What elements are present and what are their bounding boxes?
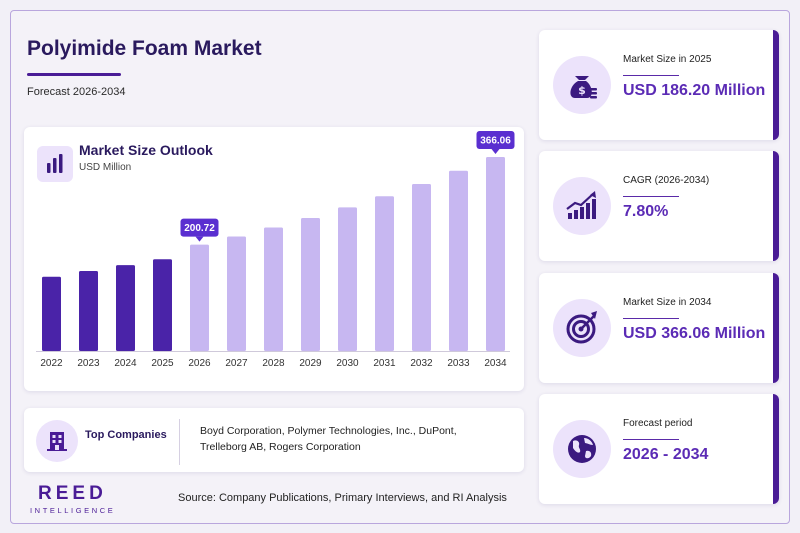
callout-2026: 200.72 <box>180 218 219 242</box>
x-tick-label: 2026 <box>188 358 211 369</box>
logo-wordmark: REED <box>38 483 107 504</box>
bar-2031 <box>375 196 394 351</box>
top-companies-list: Boyd Corporation, Polymer Technologies, … <box>200 425 457 453</box>
kpi-rule <box>623 439 679 440</box>
kpi-value: 2026 - 2034 <box>623 446 709 463</box>
target-icon <box>553 299 611 357</box>
bar-2023 <box>79 270 98 351</box>
chart-title: Market Size Outlook <box>79 142 213 158</box>
kpi-cagr: CAGR (2026-2034) 7.80% <box>539 151 779 261</box>
x-tick-label: 2028 <box>262 358 285 369</box>
kpi-market-size-2025: $ Market Size in 2025 USD 186.20 Million <box>539 30 779 140</box>
bar-2026 <box>190 244 209 351</box>
companies-divider <box>179 419 180 465</box>
x-tick-label: 2025 <box>151 358 174 369</box>
growth-chart-icon <box>553 177 611 235</box>
x-tick-label: 2024 <box>114 358 137 369</box>
x-tick-label: 2029 <box>299 358 322 369</box>
kpi-rule <box>623 196 679 197</box>
kpi-label: Market Size in 2034 <box>623 297 712 308</box>
top-companies-label: Top Companies <box>85 429 167 441</box>
kpi-label: Forecast period <box>623 418 693 429</box>
x-tick-label: 2032 <box>410 358 433 369</box>
x-tick-label: 2031 <box>373 358 396 369</box>
bar-2029 <box>301 217 320 351</box>
kpi-forecast-period: Forecast period 2026 - 2034 <box>539 394 779 504</box>
globe-icon <box>553 420 611 478</box>
kpi-rule <box>623 318 679 319</box>
bar-chart: 2022 2023 2024 2025 2026 2027 2028 2029 2030 2031… <box>36 130 515 369</box>
x-tick-label: 2023 <box>77 358 100 369</box>
data-label: 366.06 <box>480 135 511 146</box>
data-label: 200.72 <box>184 223 215 234</box>
x-tick-label: 2030 <box>336 358 359 369</box>
bar-2022 <box>42 276 61 351</box>
bar-2033 <box>449 170 468 351</box>
page-subtitle: Forecast 2026-2034 <box>27 86 126 98</box>
callout-2034: 366.06 <box>476 130 515 154</box>
kpi-market-size-2034: Market Size in 2034 USD 366.06 Million <box>539 273 779 383</box>
bar-2032 <box>412 184 431 351</box>
kpi-label: CAGR (2026-2034) <box>623 175 710 186</box>
x-tick-label: 2022 <box>40 358 63 369</box>
building-icon <box>36 420 78 462</box>
bar-2028 <box>264 227 283 351</box>
bar-2027 <box>227 236 246 351</box>
kpi-rule <box>623 75 679 76</box>
chart-unit: USD Million <box>79 162 132 173</box>
source-note: Source: Company Publications, Primary In… <box>178 492 507 504</box>
kpi-value: USD 186.20 Million <box>623 82 766 99</box>
logo-tagline: INTELLIGENCE <box>30 506 116 515</box>
x-tick-label: 2034 <box>484 358 507 369</box>
bar-2030 <box>338 207 357 351</box>
bar-2034 <box>486 156 505 351</box>
bar-chart-icon <box>37 146 73 182</box>
money-bag-icon: $ <box>553 56 611 114</box>
svg-text:$: $ <box>578 84 586 97</box>
bar-2024 <box>116 265 135 351</box>
page-title: Polyimide Foam Market <box>27 37 262 60</box>
x-tick-label: 2033 <box>447 358 470 369</box>
x-tick-label: 2027 <box>225 358 248 369</box>
bar-2025 <box>153 259 172 351</box>
kpi-label: Market Size in 2025 <box>623 54 712 65</box>
title-underline <box>27 73 121 76</box>
kpi-value: USD 366.06 Million <box>623 325 766 342</box>
kpi-value: 7.80% <box>623 203 669 220</box>
top-companies-card <box>24 408 524 472</box>
